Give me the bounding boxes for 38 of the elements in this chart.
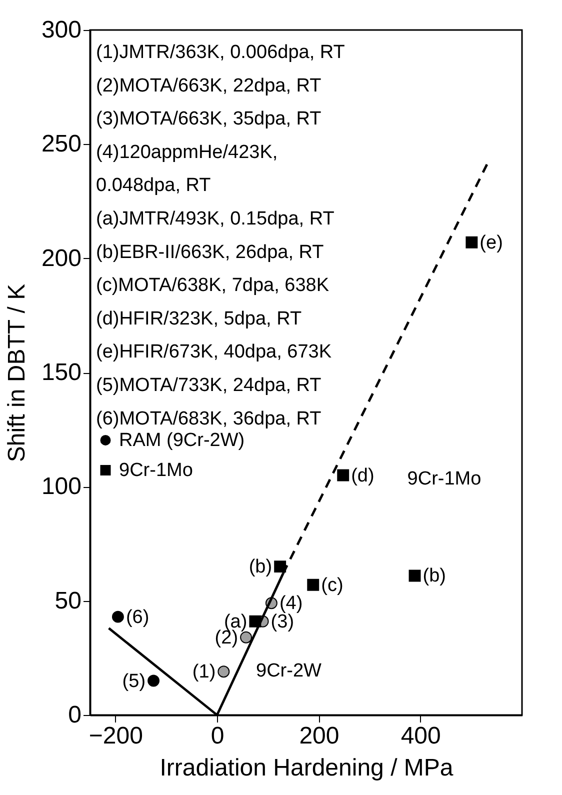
annotation: (6): [126, 606, 150, 628]
annotation: (e): [480, 232, 503, 254]
annotation: 9Cr-1Mo: [407, 468, 482, 490]
y-tick-label: 50: [54, 587, 82, 614]
legend-label: 9Cr-1Mo: [119, 460, 193, 482]
annotation: (a)JMTR/493K, 0.15dpa, RT: [96, 208, 335, 230]
annotation: (1): [192, 662, 216, 683]
annotation: (d): [351, 465, 374, 486]
annotation: (5): [122, 670, 146, 692]
annotation: (e)HFIR/673K, 40dpa, 673K: [96, 342, 332, 363]
annotation: 9Cr-2W: [256, 660, 322, 682]
annotation: (2)MOTA/663K, 22dpa, RT: [96, 75, 322, 96]
annotation: (b)EBR-II/663K, 26dpa, RT: [96, 242, 324, 263]
annotation: (5)MOTA/733K, 24dpa, RT: [96, 375, 322, 396]
y-tick-label: 300: [41, 16, 82, 44]
annotation: (d)HFIR/323K, 5dpa, RT: [96, 308, 302, 330]
annotation: (1)JMTR/363K, 0.006dpa, RT: [96, 42, 346, 63]
annotation: (c): [321, 574, 344, 596]
x-tick-label: 0: [210, 722, 224, 750]
x-axis-title: Irradiation Hardening / MPa: [160, 754, 454, 782]
y-axis-title: Shift in DBTT / K: [3, 284, 30, 462]
y-tick-label: 150: [41, 359, 82, 386]
annotation: (b): [422, 566, 446, 587]
annotation: (4)120appmHe/423K,: [96, 142, 278, 163]
y-tick-label: 200: [41, 244, 82, 272]
annotation: (3)MOTA/663K, 35dpa, RT: [96, 108, 322, 130]
annotation: (4): [279, 593, 303, 614]
y-tick-label: 250: [41, 130, 82, 158]
annotation: 0.048dpa, RT: [96, 175, 212, 196]
legend-label: RAM (9Cr-2W): [119, 430, 245, 452]
x-tick-label: 400: [400, 722, 441, 750]
annotation: (b): [248, 556, 272, 578]
annotation: (c)MOTA/638K, 7dpa, 638K: [96, 275, 330, 296]
y-tick-label: 0: [68, 702, 82, 728]
x-tick-label: 200: [299, 722, 340, 750]
x-tick-label: −200: [88, 722, 143, 750]
y-tick-label: 100: [41, 473, 82, 500]
annotation: (6)MOTA/683K, 36dpa, RT: [96, 408, 322, 430]
